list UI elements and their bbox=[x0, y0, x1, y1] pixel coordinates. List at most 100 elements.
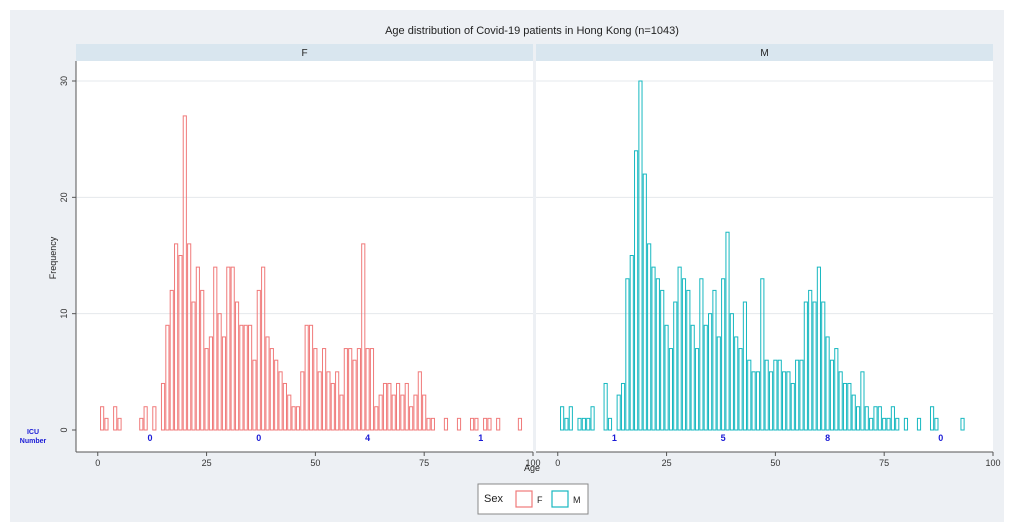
histogram-bar bbox=[847, 382, 852, 431]
icu-label-line1: ICU bbox=[27, 429, 39, 436]
histogram-bar bbox=[365, 348, 370, 431]
histogram-bar bbox=[295, 406, 301, 431]
histogram-bar bbox=[586, 417, 591, 431]
histogram-bar bbox=[496, 417, 501, 431]
histogram-bar bbox=[877, 406, 882, 431]
histogram-bar bbox=[243, 324, 248, 431]
x-tick-label: 25 bbox=[202, 458, 212, 468]
histogram-bar bbox=[256, 289, 261, 431]
histogram-bar bbox=[808, 289, 813, 431]
panels-layer: F 0 0 4 1 M 1 5 8 0 bbox=[76, 44, 993, 452]
histogram-bar bbox=[568, 406, 573, 431]
histogram-bar bbox=[248, 324, 253, 431]
panel-strip-label: F bbox=[301, 48, 307, 59]
histogram-bar bbox=[195, 266, 200, 431]
histogram-bar bbox=[712, 289, 717, 431]
histogram-bar bbox=[560, 406, 565, 431]
histogram-bar bbox=[694, 348, 700, 431]
histogram-bar bbox=[483, 417, 488, 431]
histogram-bar bbox=[517, 417, 523, 431]
histogram-bar bbox=[287, 394, 292, 431]
histogram-bar bbox=[960, 417, 965, 431]
legend-swatch-f bbox=[515, 490, 533, 508]
legend-box bbox=[477, 483, 589, 515]
histogram-bar bbox=[856, 406, 861, 431]
x-tick-label: 50 bbox=[310, 458, 320, 468]
histogram-bar bbox=[417, 371, 422, 431]
histogram-bar bbox=[269, 348, 274, 431]
panel-f: F 0 0 4 1 bbox=[76, 44, 533, 452]
x-axis-title: Age bbox=[524, 463, 540, 473]
histogram-bar bbox=[625, 278, 630, 431]
x-tick-label: 75 bbox=[879, 458, 889, 468]
histogram-bar bbox=[882, 417, 887, 431]
histogram-bar bbox=[895, 417, 900, 431]
legend-label-m: M bbox=[573, 495, 581, 505]
histogram-bar bbox=[829, 359, 835, 431]
histogram-bar bbox=[382, 382, 388, 431]
x-tick-label: 25 bbox=[662, 458, 672, 468]
histogram-bar bbox=[330, 382, 335, 431]
histogram-bar bbox=[361, 243, 366, 431]
histogram-bar bbox=[581, 417, 586, 431]
histogram-bar bbox=[117, 417, 122, 431]
histogram-bar bbox=[291, 406, 296, 431]
histogram-bar bbox=[278, 371, 283, 431]
histogram-bar bbox=[768, 371, 774, 431]
histogram-bar bbox=[317, 371, 322, 431]
legend-title: Sex bbox=[484, 493, 503, 505]
histogram-bar bbox=[348, 348, 353, 431]
histogram-bar bbox=[834, 348, 839, 431]
histogram-bar bbox=[313, 348, 318, 431]
x-tick-label: 0 bbox=[555, 458, 560, 468]
histogram-bar bbox=[651, 266, 656, 431]
histogram-bar bbox=[261, 266, 266, 431]
histogram-bar bbox=[443, 417, 449, 431]
panel-strip-label: M bbox=[760, 48, 768, 59]
histogram-bar bbox=[690, 324, 695, 431]
histogram-bar bbox=[143, 406, 148, 431]
histogram-bar bbox=[677, 266, 682, 431]
histogram-bar bbox=[664, 324, 669, 431]
y-tick-label: 20 bbox=[59, 192, 69, 202]
histogram-bar bbox=[738, 348, 743, 431]
histogram-bar bbox=[113, 406, 118, 431]
x-tick-label: 75 bbox=[419, 458, 429, 468]
histogram-bar bbox=[725, 231, 730, 431]
histogram-bar bbox=[603, 382, 608, 431]
histogram-bar bbox=[369, 348, 375, 431]
histogram-bar bbox=[590, 406, 595, 431]
histogram-bar bbox=[391, 394, 396, 431]
histogram-bar bbox=[252, 359, 257, 431]
histogram-bar bbox=[638, 80, 643, 431]
histogram-bar bbox=[934, 417, 939, 431]
histogram-bar bbox=[165, 324, 170, 431]
histogram-bar bbox=[729, 313, 734, 431]
panel-background bbox=[536, 61, 993, 452]
icu-number: 0 bbox=[938, 433, 943, 443]
histogram-bar bbox=[456, 417, 462, 431]
histogram-bar bbox=[886, 417, 891, 431]
histogram-bar bbox=[430, 417, 435, 431]
histogram-bar bbox=[751, 371, 756, 431]
y-tick-label: 30 bbox=[59, 76, 69, 86]
histogram-bar bbox=[860, 371, 865, 431]
x-axis: 0 25 50 75 100 0 25 50 75 100 bbox=[76, 451, 1001, 468]
x-tick-label: 100 bbox=[525, 458, 540, 468]
histogram-bar bbox=[339, 394, 344, 431]
histogram-bar bbox=[825, 336, 830, 431]
histogram-bar bbox=[400, 394, 405, 431]
histogram-bar bbox=[747, 359, 752, 431]
histogram-bar bbox=[903, 417, 909, 431]
histogram-bar bbox=[755, 371, 761, 431]
histogram-bar bbox=[187, 243, 192, 431]
legend: Sex F M bbox=[477, 483, 589, 515]
histogram-bar bbox=[204, 348, 209, 431]
histogram-bar bbox=[699, 278, 704, 431]
panel-strip bbox=[76, 44, 533, 61]
histogram-bar bbox=[139, 417, 144, 431]
histogram-bar bbox=[642, 173, 647, 431]
histogram-bar bbox=[104, 417, 109, 431]
x-tick-label: 0 bbox=[95, 458, 100, 468]
